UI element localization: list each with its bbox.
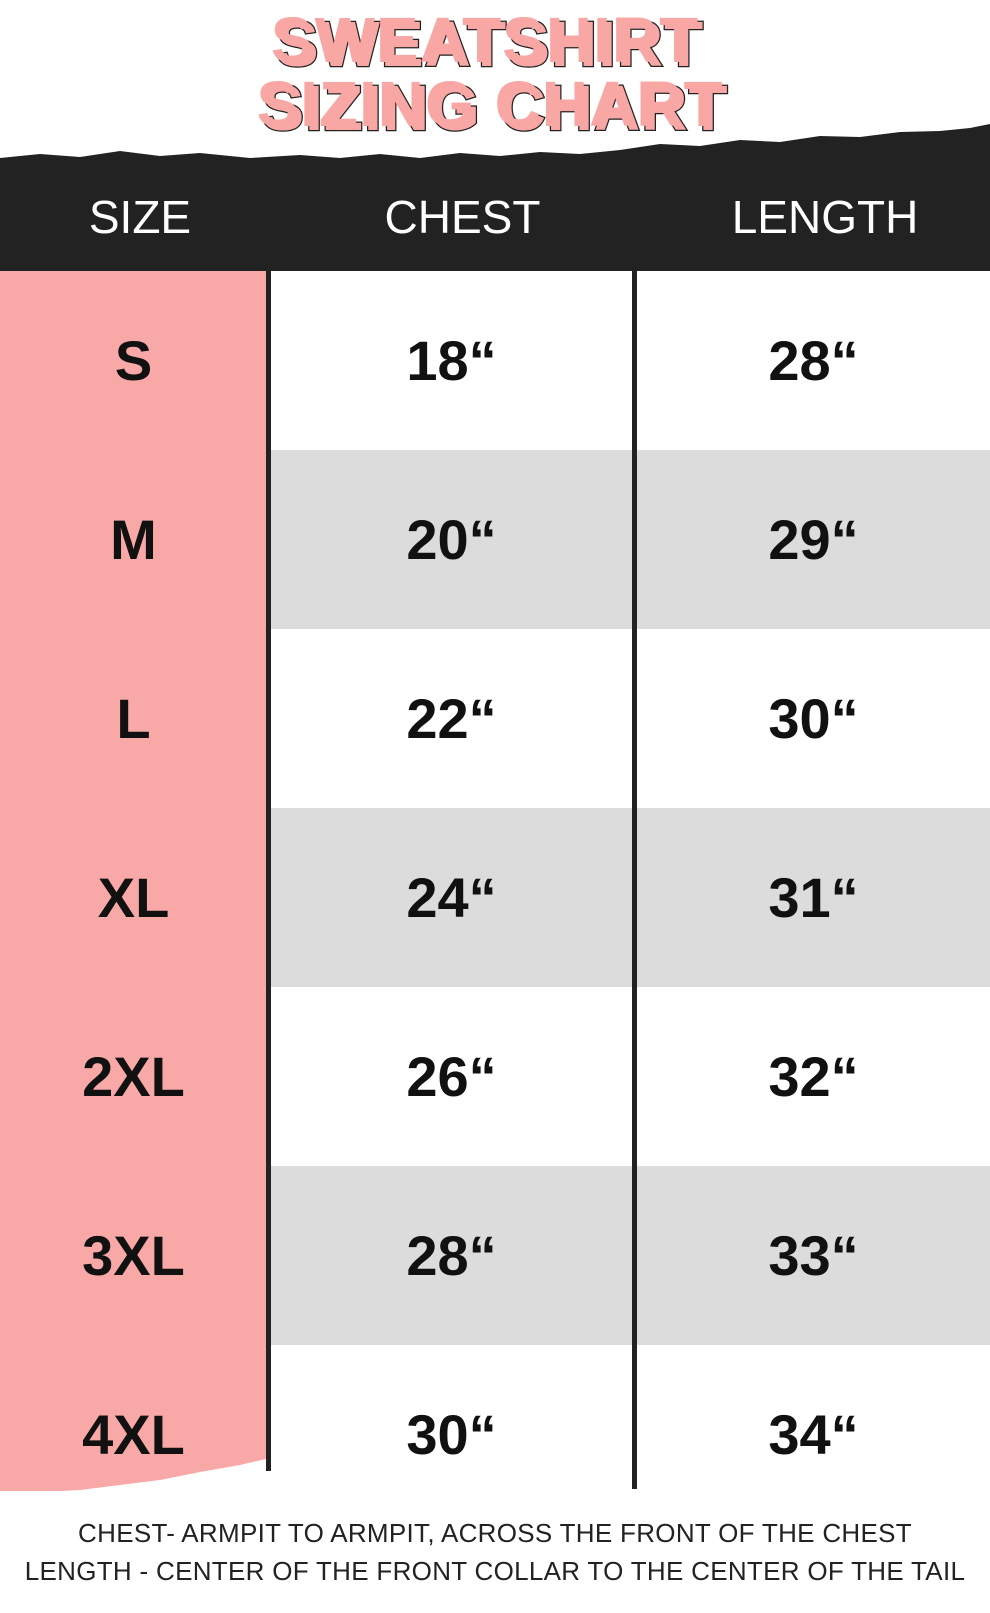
- size-cell: L: [116, 687, 151, 750]
- chest-cell: 30“: [406, 1403, 497, 1466]
- size-cell: M: [110, 508, 157, 571]
- table-header: SIZE CHEST LENGTH: [0, 160, 990, 271]
- length-cell: 31“: [768, 866, 859, 929]
- size-cell: 4XL: [82, 1403, 185, 1466]
- table-row: [271, 450, 990, 629]
- chest-cell: 18“: [406, 329, 497, 392]
- length-cell: 33“: [768, 1224, 859, 1287]
- chest-cell: 26“: [406, 1045, 497, 1108]
- chest-cell: 24“: [406, 866, 497, 929]
- table-row: [271, 1166, 990, 1345]
- table-row: [271, 808, 990, 987]
- length-note: LENGTH - CENTER OF THE FRONT COLLAR TO T…: [24, 1556, 966, 1586]
- length-cell: 34“: [768, 1403, 859, 1466]
- chest-note: CHEST- ARMPIT TO ARMPIT, ACROSS THE FRON…: [78, 1518, 912, 1548]
- header-size: SIZE: [88, 191, 192, 243]
- chest-cell: 22“: [406, 687, 497, 750]
- column-divider-2: [632, 271, 637, 1489]
- torn-bottom-edge: [0, 1458, 990, 1510]
- size-cell: S: [114, 329, 153, 392]
- torn-paper-edge: [0, 124, 990, 165]
- length-cell: 29“: [768, 508, 859, 571]
- length-cell: 32“: [768, 1045, 859, 1108]
- title-line-2: SIZING CHART: [260, 72, 729, 144]
- size-column: [0, 271, 267, 1491]
- length-cell: 28“: [768, 329, 859, 392]
- chest-cell: 20“: [406, 508, 497, 571]
- size-cell: 2XL: [82, 1045, 185, 1108]
- header-length: LENGTH: [731, 191, 919, 243]
- length-cell: 30“: [768, 687, 859, 750]
- column-divider-1: [266, 271, 271, 1471]
- chest-cell: 28“: [406, 1224, 497, 1287]
- title-line-1: SWEATSHIRT: [275, 8, 705, 80]
- header-chest: CHEST: [384, 191, 541, 243]
- size-cell: XL: [97, 866, 170, 929]
- size-cell: 3XL: [82, 1224, 185, 1287]
